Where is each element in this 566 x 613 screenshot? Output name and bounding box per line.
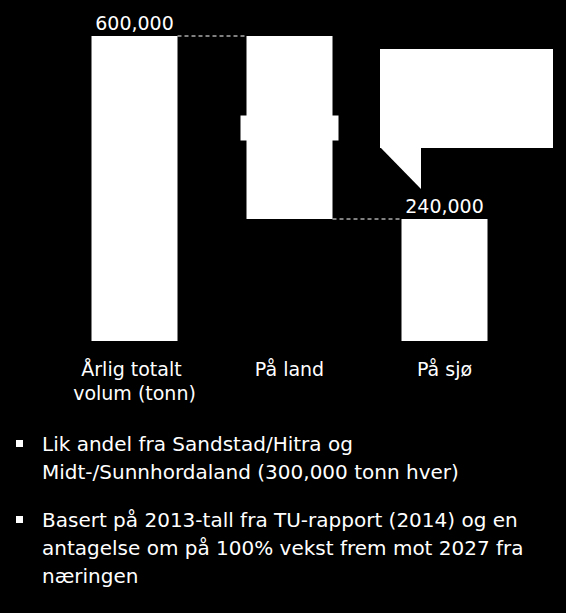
svg-text:240,000: 240,000 [405, 195, 484, 217]
svg-text:Årlig totalt: Årlig totalt [81, 358, 187, 380]
html-text:Lik andel fra Sandstad/Hitra o: Lik andel fra Sandstad/Hitra og Midt-/Su… [42, 432, 459, 484]
html-text:Basert på 2013-tall fra TU-rap: Basert på 2013-tall fra TU-rapport (2014… [42, 508, 524, 588]
svg-text:På land: På land [255, 358, 324, 380]
svg-text:På sjø: På sjø [417, 358, 472, 380]
svg-text:volum (tonn): volum (tonn) [73, 382, 196, 404]
svg-text:600,000: 600,000 [95, 12, 174, 34]
